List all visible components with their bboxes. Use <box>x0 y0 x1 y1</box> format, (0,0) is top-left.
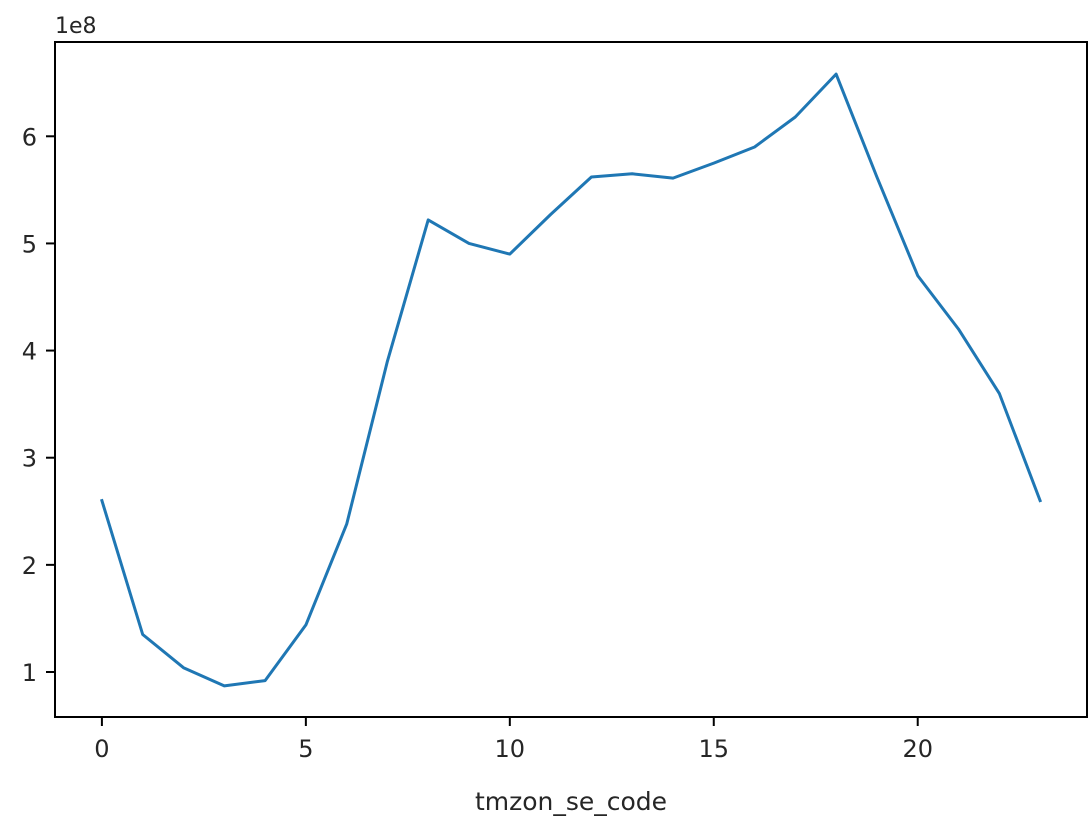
y-tick-label: 6 <box>22 123 37 151</box>
x-tick-label: 20 <box>902 735 933 763</box>
x-tick-label: 5 <box>298 735 313 763</box>
y-tick-label: 3 <box>22 445 37 473</box>
y-tick-label: 1 <box>22 659 37 687</box>
x-axis-label: tmzon_se_code <box>475 787 667 816</box>
x-tick-label: 15 <box>698 735 729 763</box>
plot-frame <box>54 41 1088 718</box>
x-tick-label: 0 <box>94 735 109 763</box>
series-line-0 <box>100 72 1043 688</box>
x-tick-label: 10 <box>495 735 526 763</box>
plot-area <box>100 72 1043 688</box>
y-tick-label: 5 <box>22 230 37 258</box>
y-offset-label: 1e8 <box>55 14 97 39</box>
y-tick-label: 2 <box>22 552 37 580</box>
y-tick-label: 4 <box>22 338 37 366</box>
axes: 0 5 10 15 20 1 2 3 4 5 6 <box>22 41 1088 763</box>
